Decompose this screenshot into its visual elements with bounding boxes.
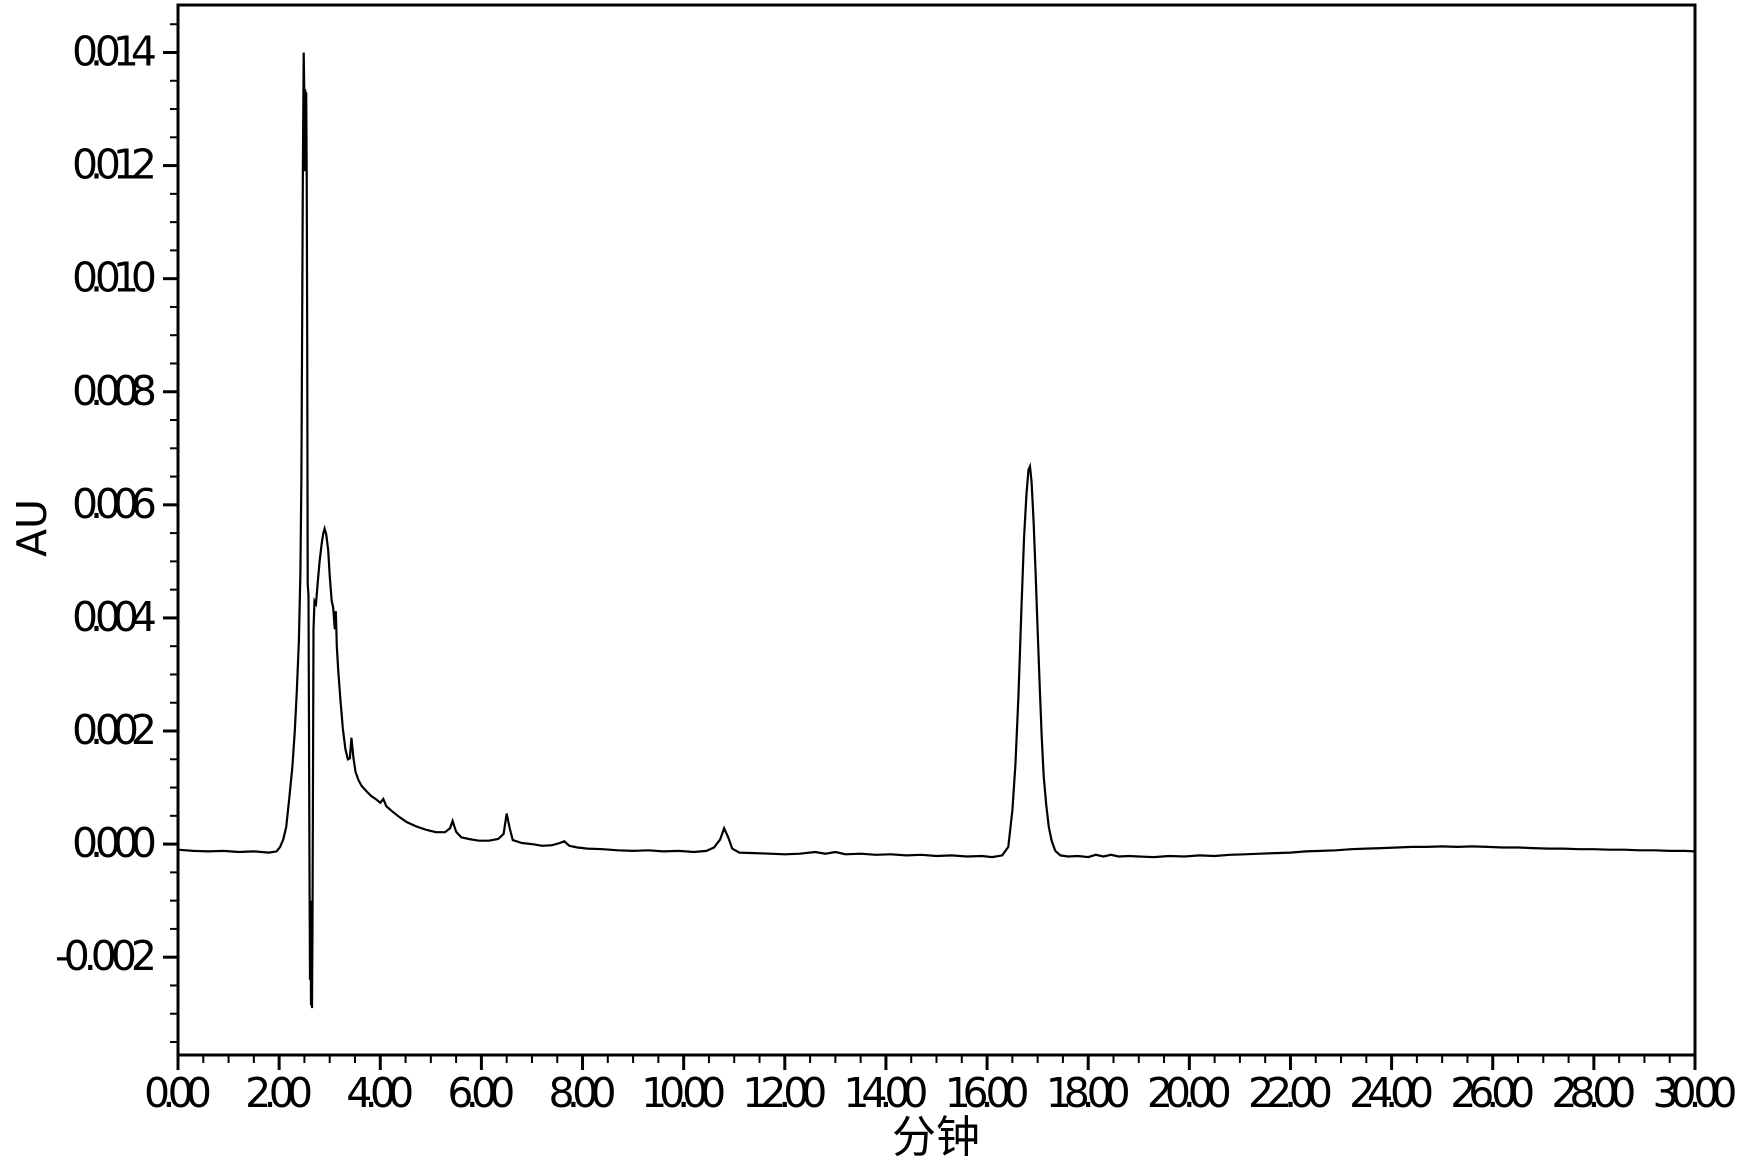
y-tick-label: 0.006 [72,480,157,528]
x-axis-tick-labels: 0.00 2.00 4.00 6.00 8.00 10.00 12.00 14.00 16.00… [144,1069,1738,1117]
x-axis-title: 分钟 [892,1112,980,1163]
y-axis-minor-ticks [170,23,178,1043]
y-tick-label: 0.010 [72,254,157,302]
y-tick-label: 0.012 [72,141,157,189]
x-tick-label: 30.00 [1653,1069,1738,1117]
x-tick-label: 14.00 [843,1069,928,1117]
x-tick-label: 6.00 [447,1069,515,1117]
x-axis-major-ticks [176,1055,1697,1070]
x-axis-minor-ticks [202,1055,1671,1063]
y-tick-label: 0.000 [72,819,157,867]
plot-frame [176,3,1697,1057]
x-tick-label: 2.00 [245,1069,313,1117]
x-tick-label: 16.00 [945,1069,1030,1117]
y-axis-tick-labels: -0.002 0.000 0.002 0.004 0.006 0.008 0.010 0.01… [55,27,157,980]
y-tick-label: -0.002 [55,932,157,980]
x-tick-label: 28.00 [1551,1069,1636,1117]
y-axis-major-ticks [163,50,178,959]
y-tick-label: 0.008 [72,367,157,415]
y-axis-title: AU [8,499,56,557]
x-tick-label: 8.00 [549,1069,617,1117]
x-tick-label: 22.00 [1248,1069,1333,1117]
x-tick-label: 10.00 [641,1069,726,1117]
x-tick-label: 0.00 [144,1069,212,1117]
y-tick-label: 0.002 [72,706,157,754]
trace-line [177,52,1696,1009]
x-tick-label: 18.00 [1046,1069,1131,1117]
y-tick-label: 0.014 [72,27,157,75]
x-tick-label: 24.00 [1349,1069,1434,1117]
y-tick-label: 0.004 [72,593,157,641]
x-tick-label: 12.00 [742,1069,827,1117]
x-tick-label: 26.00 [1450,1069,1535,1117]
x-tick-label: 20.00 [1147,1069,1232,1117]
x-tick-label: 4.00 [346,1069,414,1117]
